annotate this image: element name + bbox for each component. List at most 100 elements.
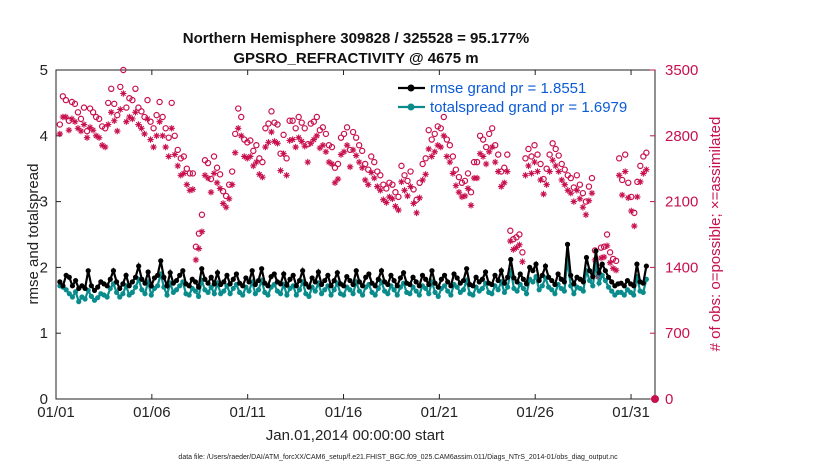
assimilated-obs-point: [540, 190, 547, 198]
possible-obs-point: [189, 170, 197, 177]
assimilated-obs-point: [129, 115, 136, 123]
possible-obs-point: [62, 96, 70, 104]
rmse-point: [397, 275, 404, 281]
possible-obs-point: [268, 108, 275, 115]
possible-obs-point: [283, 155, 290, 162]
totalspread-point: [441, 283, 448, 289]
totalspread-point: [587, 277, 593, 284]
totalspread-point: [192, 288, 199, 294]
totalspread-point: [448, 292, 454, 298]
totalspread-point: [435, 293, 441, 299]
rmse-point: [249, 268, 255, 274]
possible-obs-point: [101, 125, 109, 132]
rmse-point: [211, 281, 217, 287]
rmse-point: [66, 274, 72, 280]
totalspread-point: [445, 288, 451, 294]
totalspread-point: [142, 291, 148, 297]
rmse-point: [164, 283, 170, 289]
assimilated-obs-point: [513, 244, 520, 251]
rmse-point: [246, 279, 252, 285]
rmse-point: [205, 280, 211, 286]
possible-obs-point: [262, 125, 269, 132]
rmse-point: [195, 284, 202, 290]
assimilated-obs-point: [634, 193, 641, 201]
rmse-point: [602, 268, 608, 274]
possible-obs-point: [446, 141, 454, 149]
assimilated-obs-point: [582, 211, 590, 218]
rmse-point: [489, 281, 495, 288]
assimilated-obs-point: [86, 124, 94, 131]
possible-obs-point: [77, 115, 85, 123]
possible-obs-point: [319, 124, 327, 131]
possible-obs-point: [216, 171, 224, 178]
assimilated-obs-point: [501, 179, 508, 186]
assimilated-obs-point: [434, 142, 441, 149]
rmse-point: [517, 271, 523, 277]
possible-obs-point: [135, 104, 142, 111]
possible-obs-point: [250, 147, 257, 155]
assimilated-obs-point: [419, 176, 426, 184]
y2-tick-label: 2100: [665, 194, 698, 211]
rmse-point: [126, 283, 132, 289]
possible-obs-point: [555, 152, 562, 159]
rmse-point: [464, 266, 470, 272]
possible-obs-point: [334, 160, 342, 168]
rmse-point: [284, 282, 290, 288]
rmse-point: [277, 281, 284, 287]
possible-obs-point: [461, 177, 469, 185]
possible-obs-point: [74, 109, 82, 116]
assimilated-obs-point: [268, 128, 275, 136]
possible-obs-point: [643, 149, 650, 156]
rmse-point: [410, 274, 416, 280]
assimilated-obs-point: [464, 185, 472, 192]
rmse-point: [104, 283, 110, 289]
assimilated-obs-point: [108, 109, 115, 116]
assimilated-obs-point: [325, 158, 333, 166]
assimilated-obs-point: [603, 242, 611, 249]
possible-obs-point: [606, 249, 614, 256]
possible-obs-point: [313, 113, 321, 121]
rmse-point: [82, 285, 88, 292]
rmse-point: [527, 264, 533, 270]
assimilated-obs-point: [126, 113, 133, 121]
rmse-point: [426, 281, 432, 288]
rmse-point: [293, 283, 299, 289]
possible-obs-point: [528, 153, 535, 160]
totalspread-point: [296, 287, 303, 293]
assimilated-obs-point: [337, 151, 345, 158]
y-tick-label: 4: [40, 128, 48, 145]
totalspread-point: [539, 283, 545, 289]
totalspread-point: [505, 284, 511, 290]
assimilated-obs-point: [631, 222, 638, 230]
possible-obs-point: [153, 111, 160, 119]
y2-axis-label: # of obs: o=possible; ×=assimilated: [707, 117, 724, 352]
totalspread-point: [293, 292, 299, 298]
possible-obs-point: [579, 189, 587, 197]
assimilated-obs-point: [398, 178, 405, 186]
totalspread-point: [82, 296, 88, 302]
assimilated-obs-point: [228, 181, 236, 188]
assimilated-obs-point: [304, 158, 311, 166]
possible-obs-point: [162, 125, 169, 132]
rmse-point: [192, 279, 199, 285]
totalspread-point: [69, 294, 76, 300]
totalspread-point: [590, 283, 596, 289]
assimilated-obs-point: [207, 189, 215, 196]
rmse-point: [587, 268, 593, 274]
rmse-point: [495, 277, 501, 284]
rmse-point: [423, 276, 429, 282]
assimilated-obs-point: [422, 171, 429, 178]
totalspread-point: [432, 289, 438, 296]
x-tick-label: 01/31: [612, 404, 650, 421]
rmse-point: [460, 277, 467, 284]
totalspread-point: [385, 291, 391, 297]
assimilated-obs-point: [561, 181, 568, 188]
totalspread-point: [73, 289, 79, 295]
assimilated-obs-point: [452, 182, 460, 189]
possible-obs-point: [588, 174, 596, 182]
assimilated-obs-point: [567, 189, 574, 197]
totalspread-point: [350, 291, 356, 297]
possible-obs-point: [180, 153, 187, 160]
rmse-point: [508, 256, 514, 263]
assimilated-obs-point: [174, 162, 181, 170]
